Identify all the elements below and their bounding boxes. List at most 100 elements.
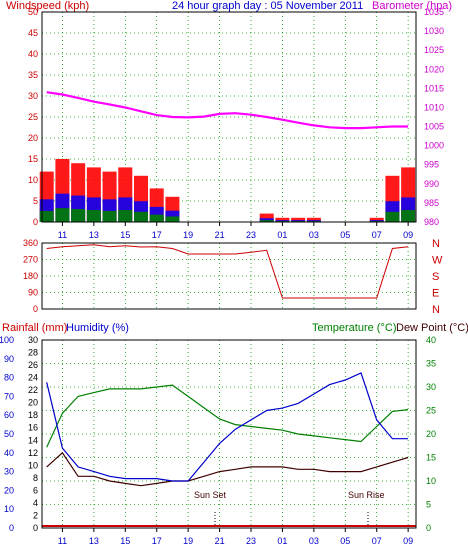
x-tick-label: 11: [58, 230, 67, 240]
humidity-tick: 40: [4, 448, 14, 458]
x-tick-label: 03: [309, 230, 319, 240]
temperature-x-axis: 11 13 15 17 19 21 23 01 03 05 07 09: [58, 528, 413, 546]
windspeed-tick: 50: [28, 7, 38, 17]
windspeed-tick: 25: [28, 112, 38, 122]
temperature-tick: 0: [426, 523, 431, 533]
temperature-tick: 40: [426, 335, 436, 345]
x-tick-label: 05: [340, 230, 350, 240]
windavg-bar: [291, 220, 306, 222]
wind-series: [39, 159, 416, 222]
x-tick-label: 13: [89, 536, 99, 546]
x-tick-label: 05: [340, 536, 350, 546]
humidity-tick: 50: [4, 429, 14, 439]
rainfall-tick: 8: [33, 473, 38, 483]
barometer-tick: 990: [424, 179, 439, 189]
compass-letter: N: [432, 238, 440, 250]
x-tick-label: 15: [120, 536, 130, 546]
wind-barometer-panel: Windspeed (kph) 24 hour graph day : 05 N…: [6, 0, 452, 240]
barometer-line: [46, 91, 409, 130]
temperature-tick: 15: [426, 453, 436, 463]
chart-title: 24 hour graph day : 05 November 2011: [172, 0, 363, 12]
rainfall-tick: 2: [33, 510, 38, 520]
windspeed-tick: 45: [28, 28, 38, 38]
barometer-tick: 995: [424, 160, 439, 170]
windspeed-bar: [259, 213, 274, 222]
barometer-tick: 980: [424, 217, 439, 227]
temperature-frame: [41, 339, 417, 529]
temperature-panel: Rainfall (mm) Humidity (%) Temperature (…: [0, 322, 468, 546]
barometer-tick: 1000: [424, 141, 444, 151]
windavg-bar: [369, 220, 384, 222]
humidity-tick: 30: [4, 467, 14, 477]
x-tick-label: 09: [403, 230, 413, 240]
x-tick-label: 17: [152, 536, 162, 546]
humidity-tick: 90: [4, 354, 14, 364]
windmin-bar: [134, 211, 148, 222]
rainfall-tick: 24: [28, 373, 38, 383]
windspeed-tick: 0: [33, 217, 38, 227]
rainfall-tick: 4: [33, 498, 38, 508]
windspeed-bar: [369, 217, 384, 222]
direction-frame: [41, 242, 417, 310]
windspeed-label: Windspeed (kph): [6, 0, 89, 12]
dewpoint-line: [46, 451, 409, 487]
x-tick-label: 23: [246, 536, 256, 546]
wind-x-axis: 11 13 15 17 19 21 23 01 03 05 07 09: [58, 222, 413, 240]
sunrise-label: Sun Rise: [348, 490, 385, 500]
windmin-bar: [385, 211, 400, 222]
windavg-bar: [165, 210, 180, 222]
temperature-tick: 20: [426, 429, 436, 439]
rainfall-label: Rainfall (mm): [2, 322, 67, 334]
sunset-label: Sun Set: [194, 490, 227, 500]
windspeed-tick: 20: [28, 133, 38, 143]
windmin-bar: [86, 209, 101, 222]
barometer-tick: 1030: [424, 26, 444, 36]
humidity-tick: 100: [0, 335, 14, 345]
temperature-tick: 30: [426, 382, 436, 392]
windspeed-bar: [291, 217, 306, 222]
x-tick-label: 11: [58, 536, 67, 546]
compass-letter: W: [432, 255, 443, 267]
humidity-tick: 70: [4, 391, 14, 401]
windmin-bar: [165, 216, 180, 222]
compass-letter: N: [432, 304, 440, 316]
windavg-bar: [275, 220, 290, 222]
dewpoint-label: Dew Point (°C): [396, 322, 468, 334]
windspeed-tick: 15: [28, 154, 38, 164]
barometer-label: Barometer (hpa): [372, 0, 452, 12]
x-tick-label: 03: [309, 536, 319, 546]
direction-grid: [42, 242, 416, 310]
temperature-line: [46, 372, 409, 482]
x-tick-label: 07: [372, 536, 382, 546]
temperature-label: Temperature (°C): [312, 322, 396, 334]
humidity-tick: 20: [4, 485, 14, 495]
humidity-line: [46, 384, 409, 448]
temperature-tick: 10: [426, 476, 436, 486]
x-tick-label: 15: [120, 230, 130, 240]
barometer-tick: 1035: [424, 7, 444, 17]
humidity-tick: 60: [4, 410, 14, 420]
x-tick-label: 13: [89, 230, 99, 240]
windmin-bar: [71, 209, 86, 222]
windspeed-tick: 40: [28, 49, 38, 59]
rainfall-tick: 28: [28, 348, 38, 358]
windmin-bar: [149, 214, 164, 222]
compass-letter: S: [432, 271, 439, 283]
windspeed-tick: 10: [28, 175, 38, 185]
x-tick-label: 09: [403, 536, 413, 546]
temperature-grid: [42, 339, 416, 529]
rainfall-tick: 20: [28, 398, 38, 408]
rainfall-tick: 14: [28, 435, 38, 445]
rainfall-tick: 12: [28, 448, 38, 458]
barometer-tick: 1025: [424, 45, 444, 55]
direction-tick: 270: [23, 255, 38, 265]
windmin-bar: [55, 208, 70, 222]
windmin-bar: [118, 209, 133, 222]
wind-direction-line: [46, 244, 409, 299]
temperature-tick: 25: [426, 406, 436, 416]
barometer-tick: 1015: [424, 83, 444, 93]
